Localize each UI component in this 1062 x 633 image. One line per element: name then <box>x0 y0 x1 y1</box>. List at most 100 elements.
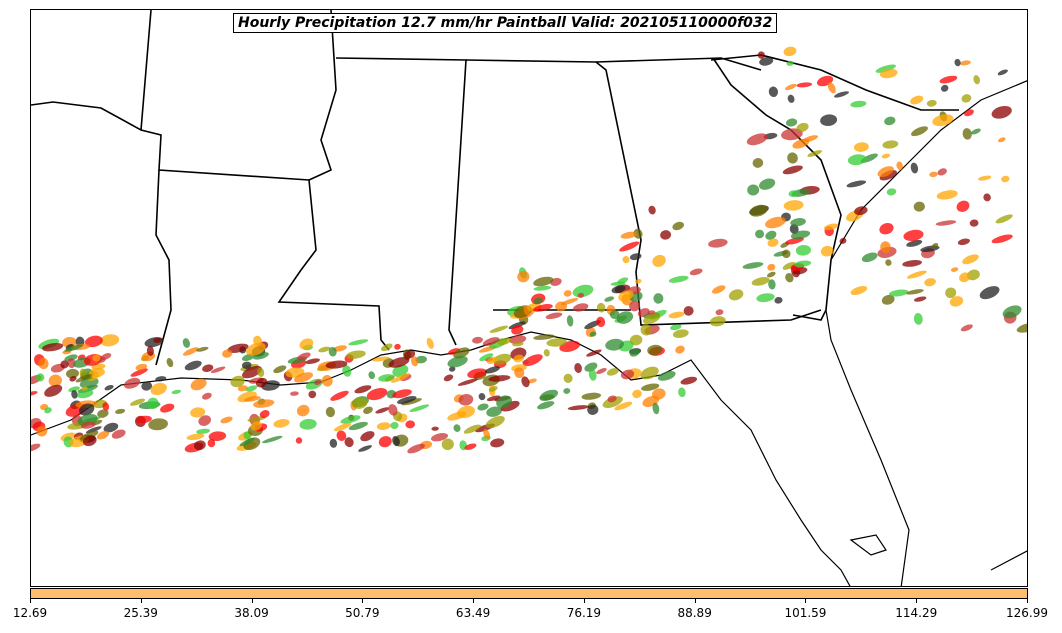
precip-blob <box>394 343 401 350</box>
precip-blob <box>388 404 398 416</box>
precip-blob <box>935 220 957 226</box>
precip-blob <box>477 403 489 411</box>
precip-blob <box>193 440 206 451</box>
precip-blob <box>751 277 770 286</box>
precip-blob <box>330 390 349 401</box>
precip-blob <box>787 152 798 164</box>
precip-blob <box>846 180 867 188</box>
precip-blob <box>620 231 638 239</box>
precip-blob <box>881 294 895 305</box>
precip-blob <box>609 310 620 320</box>
precip-blob <box>79 368 87 378</box>
precip-blob <box>885 259 892 266</box>
precip-blob <box>60 360 69 369</box>
precip-blob <box>675 345 685 354</box>
precip-blob <box>453 347 470 359</box>
precip-blob <box>407 443 425 454</box>
precip-blob <box>257 367 265 377</box>
precip-blob <box>640 324 652 336</box>
colorbar-tick-label: 126.99 <box>1006 606 1048 620</box>
precip-blob <box>914 296 927 302</box>
precip-blob <box>766 271 776 278</box>
precip-blob <box>619 241 640 252</box>
precip-blob <box>533 334 555 340</box>
precip-blob <box>80 430 99 441</box>
precip-blob <box>354 385 372 394</box>
precip-blob <box>210 366 226 374</box>
precip-blob <box>405 420 415 429</box>
precip-blob <box>115 408 126 414</box>
precip-blob <box>329 438 338 448</box>
precip-blob <box>155 376 167 382</box>
precip-blob <box>756 293 775 303</box>
precip-blob <box>247 416 266 422</box>
precip-blob <box>328 347 337 357</box>
colorbar-tick-label: 25.39 <box>123 606 158 620</box>
colorbar-tick <box>916 599 918 603</box>
precip-blob <box>924 278 936 287</box>
precip-blob <box>884 116 896 126</box>
precip-blob <box>847 154 867 166</box>
precip-blob <box>931 243 939 248</box>
colorbar-tick <box>694 599 696 603</box>
precip-blob <box>411 356 419 367</box>
precip-blob <box>409 404 430 412</box>
precip-blob <box>820 245 834 257</box>
precip-blob <box>230 375 245 388</box>
precip-blob <box>783 200 804 211</box>
precip-blob <box>785 118 798 127</box>
precip-blob <box>796 122 809 133</box>
precip-blob <box>443 374 454 382</box>
precip-blob <box>633 228 643 239</box>
precip-blob <box>807 150 822 157</box>
precip-blob <box>790 218 806 227</box>
precip-blob <box>997 69 1008 76</box>
precip-blob <box>472 336 483 344</box>
precip-blob <box>135 415 152 424</box>
colorbar-tick-label: 76.19 <box>566 606 602 620</box>
precip-blob <box>785 272 794 283</box>
precip-blob <box>902 260 922 267</box>
precip-blob <box>67 358 76 369</box>
precip-blob <box>227 343 249 353</box>
precip-blob <box>253 352 269 360</box>
precip-blob <box>104 384 114 391</box>
precip-blob <box>336 430 347 441</box>
precip-blob <box>896 161 903 171</box>
precip-blob <box>463 424 481 434</box>
precip-blob <box>747 184 760 196</box>
precip-blob <box>482 337 500 346</box>
precip-blob <box>563 388 571 394</box>
precip-blob <box>392 436 400 447</box>
precip-blob <box>449 366 456 372</box>
precip-blob <box>888 289 909 297</box>
precip-blob <box>588 369 597 381</box>
precip-blob <box>457 405 475 419</box>
precip-blob <box>834 91 849 98</box>
colorbar-tick <box>583 599 585 603</box>
precip-blob <box>932 114 954 127</box>
precip-blob <box>605 338 624 351</box>
precip-blob <box>182 347 199 356</box>
precip-blob <box>388 357 410 368</box>
precip-blob <box>757 51 765 59</box>
colorbar-tick-label: 38.09 <box>234 606 269 620</box>
precip-blob <box>242 365 262 379</box>
precip-blob <box>308 390 317 399</box>
precip-blob <box>85 426 102 434</box>
precip-blob <box>596 316 606 328</box>
precip-blob <box>572 284 594 298</box>
precip-blob <box>746 133 768 146</box>
precip-blob <box>882 140 899 149</box>
precip-blob <box>381 343 393 352</box>
precip-blob <box>318 346 331 353</box>
precip-blob <box>314 379 322 386</box>
precip-blob <box>513 354 524 363</box>
precip-blob <box>574 363 582 373</box>
precip-blob <box>360 431 375 442</box>
precip-blob <box>749 204 768 217</box>
precip-blob <box>259 410 270 418</box>
precip-blob <box>479 353 494 362</box>
precip-blob <box>190 378 207 391</box>
precip-blob <box>196 428 211 434</box>
